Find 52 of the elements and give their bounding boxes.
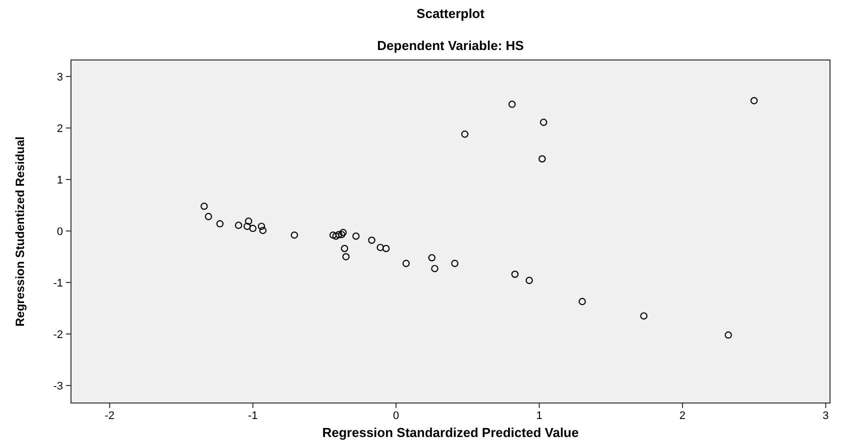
x-tick-label: 0: [393, 410, 400, 422]
x-tick-label: -2: [104, 410, 115, 422]
point: [338, 230, 346, 238]
point: [526, 276, 533, 284]
point: [382, 244, 390, 252]
point: [244, 218, 252, 225]
y-tick-label: -3: [53, 380, 63, 392]
point: [461, 130, 468, 138]
point: [428, 254, 436, 262]
point: [216, 220, 224, 228]
y-tick-label: 2: [56, 122, 63, 135]
point: [340, 244, 348, 252]
point: [451, 260, 458, 268]
y-axis-title: Regression Studentized Residual: [13, 136, 27, 327]
point: [335, 230, 342, 238]
point: [431, 264, 438, 272]
y-tick-label: 3: [56, 71, 63, 84]
point: [258, 222, 266, 230]
point: [508, 100, 516, 108]
point: [332, 232, 340, 240]
x-tick-label: 3: [822, 410, 829, 422]
point: [578, 298, 586, 306]
chart-title: Scatterplot: [416, 6, 486, 21]
point: [329, 231, 337, 239]
x-tick-label: 2: [679, 410, 686, 422]
point: [368, 236, 376, 244]
point: [290, 231, 298, 239]
point: [538, 155, 546, 163]
point: [724, 331, 732, 339]
point: [200, 202, 208, 210]
point: [342, 253, 350, 260]
point: [204, 212, 212, 220]
y-tick-label: -1: [53, 277, 63, 290]
point: [511, 270, 519, 278]
y-tick-label: 1: [56, 174, 63, 186]
x-tick-label: -1: [248, 410, 258, 422]
point: [249, 224, 257, 232]
x-axis-title: Regression Standardized Predicted Value: [322, 425, 579, 440]
point: [339, 228, 347, 236]
point: [402, 260, 410, 268]
chart-subtitle: Dependent Variable: HS: [377, 38, 524, 53]
x-tick-label: 1: [536, 410, 542, 422]
point: [234, 222, 242, 229]
point: [640, 312, 648, 320]
point: [750, 97, 758, 104]
point: [244, 222, 251, 230]
point: [259, 226, 267, 234]
y-tick-label: -2: [53, 328, 63, 341]
point: [376, 244, 384, 252]
point: [352, 232, 360, 240]
point: [540, 118, 548, 126]
y-tick-label: 0: [56, 226, 63, 238]
